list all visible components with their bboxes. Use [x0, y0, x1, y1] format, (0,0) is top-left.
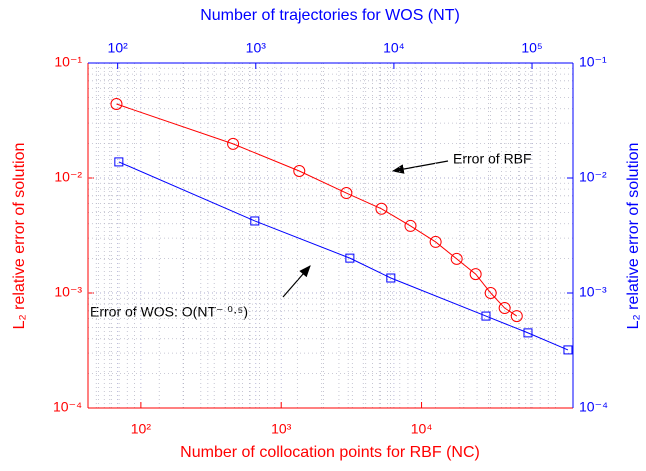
- tick-label: 10⁻³: [54, 284, 82, 300]
- annotation-arrow: [282, 265, 311, 298]
- tick-label: 10⁴: [383, 40, 405, 56]
- plot-area: [88, 63, 573, 408]
- marker: [510, 310, 523, 323]
- tick-label: 10⁻³: [579, 284, 607, 300]
- marker: [469, 268, 482, 281]
- tick-label: 10²: [108, 40, 129, 56]
- marker: [340, 187, 353, 200]
- tick-label: 10⁻²: [579, 169, 607, 185]
- tick-label: 10⁵: [521, 40, 542, 56]
- tick-label: 10⁻⁴: [579, 399, 608, 415]
- marker: [523, 328, 533, 338]
- tick-label: 10⁻¹: [54, 54, 82, 70]
- marker: [498, 302, 511, 315]
- marker: [250, 216, 260, 226]
- tick-label: 10²: [131, 421, 152, 437]
- marker: [484, 287, 497, 299]
- marker: [429, 235, 442, 248]
- tick-label: 10³: [246, 40, 267, 56]
- tick-label: 10⁴: [411, 421, 433, 437]
- annotation: Error of RBF: [453, 151, 532, 167]
- x2-axis-label: Number of trajectories for WOS (NT): [200, 7, 460, 24]
- marker: [563, 345, 573, 355]
- marker: [404, 219, 417, 232]
- marker: [450, 252, 463, 265]
- series-line: [118, 161, 569, 351]
- series-line: [116, 103, 518, 317]
- marker: [227, 137, 240, 150]
- tick-label: 10⁻²: [54, 169, 82, 185]
- tick-label: 10⁻¹: [579, 54, 607, 70]
- marker: [386, 273, 396, 283]
- marker: [110, 98, 123, 111]
- annotation: Error of WOS: O(NT⁻ ⁰·⁵): [90, 304, 248, 320]
- x-axis-label: Number of collocation points for RBF (NC…: [180, 444, 480, 461]
- y-axis-label: L₂ relative error of solution: [11, 143, 28, 330]
- annotation-arrow: [391, 160, 449, 174]
- marker: [375, 202, 388, 215]
- marker: [345, 253, 355, 263]
- y2-axis-label: L₂ relative error of solution: [625, 143, 642, 330]
- tick-label: 10³: [271, 421, 292, 437]
- marker: [481, 311, 491, 321]
- marker: [114, 157, 124, 167]
- tick-label: 10⁻⁴: [53, 399, 82, 415]
- marker: [293, 165, 306, 178]
